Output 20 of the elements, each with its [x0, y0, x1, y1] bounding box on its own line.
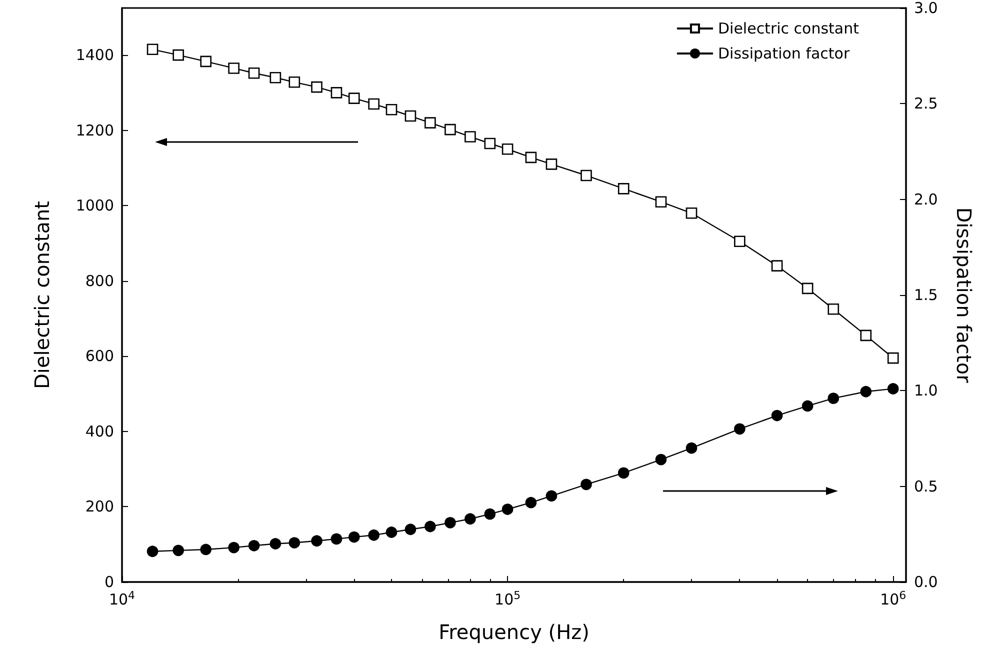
y-tick-label: 1400 [76, 46, 114, 64]
y2-tick-label: 3.0 [914, 0, 938, 17]
x-axis-title: Frequency (Hz) [438, 620, 590, 644]
y2-tick-label: 2.5 [914, 94, 938, 113]
y-tick-label: 1200 [76, 121, 114, 140]
legend-label: Dissipation factor [718, 44, 850, 62]
legend-label: Dielectric constant [718, 20, 860, 38]
y2-tick-label: 2.0 [914, 190, 938, 208]
y-tick-label: 0 [104, 573, 114, 591]
y-tick-label: 800 [85, 272, 114, 290]
y-tick-label: 600 [85, 347, 114, 366]
y-tick-label: 200 [85, 498, 114, 516]
y2-tick-label: 0.5 [914, 477, 938, 496]
y-axis-title: Dielectric constant [30, 200, 54, 390]
y2-axis-title: Dissipation factor [952, 207, 976, 384]
y-tick-label: 400 [85, 422, 114, 440]
y2-tick-label: 0.0 [914, 573, 938, 591]
y2-tick-label: 1.5 [914, 286, 938, 304]
y2-tick-label: 1.0 [914, 382, 938, 400]
y-tick-label: 1000 [76, 196, 114, 215]
